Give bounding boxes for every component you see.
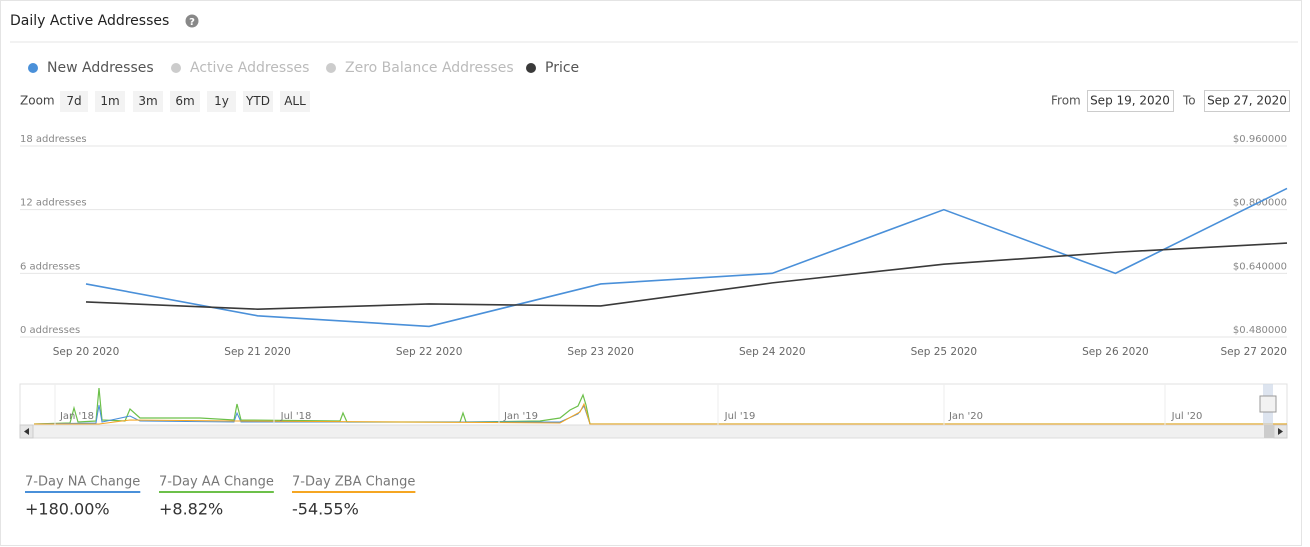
zoom-button-label[interactable]: 6m: [175, 94, 194, 108]
legend-label[interactable]: Price: [545, 60, 579, 76]
zoom-button[interactable]: [280, 91, 310, 112]
navigator-label: Jan '18: [59, 411, 94, 422]
zoom-button-label[interactable]: ALL: [284, 94, 306, 108]
zoom-button-label[interactable]: 3m: [138, 94, 157, 108]
to-label: To: [1182, 94, 1196, 108]
x-tick-label: Sep 22 2020: [396, 346, 463, 358]
zoom-button-label[interactable]: YTD: [245, 94, 270, 108]
legend-marker[interactable]: [171, 63, 181, 73]
legend-marker[interactable]: [526, 63, 536, 73]
stat-value: +180.00%: [25, 500, 110, 519]
zoom-button[interactable]: [170, 91, 200, 112]
y-tick-label: 0 addresses: [20, 325, 80, 336]
y2-tick-label: $0.800000: [1233, 198, 1287, 209]
x-tick-label: Sep 27 2020: [1220, 346, 1287, 358]
zoom-button-label[interactable]: 7d: [66, 94, 81, 108]
legend-label[interactable]: Active Addresses: [190, 60, 309, 76]
y2-tick-label: $0.480000: [1233, 325, 1287, 336]
stat-value: +8.82%: [159, 500, 223, 519]
from-input[interactable]: [1087, 90, 1174, 112]
navigator-label: Jul '19: [724, 411, 756, 422]
stat-label: 7-Day AA Change: [159, 475, 274, 490]
x-tick-label: Sep 23 2020: [567, 346, 634, 358]
zoom-button[interactable]: [60, 91, 88, 112]
help-icon[interactable]: ?: [185, 14, 199, 29]
y-tick-label: 6 addresses: [20, 261, 80, 272]
stat-label: 7-Day NA Change: [25, 475, 140, 490]
stat-label: 7-Day ZBA Change: [292, 475, 415, 490]
zoom-button-label[interactable]: 1m: [100, 94, 119, 108]
to-input[interactable]: [1204, 90, 1290, 112]
from-value[interactable]: Sep 19, 2020: [1090, 94, 1170, 108]
navigator-label: Jul '20: [1171, 411, 1203, 422]
legend-marker[interactable]: [28, 63, 38, 73]
y2-tick-label: $0.640000: [1233, 261, 1287, 272]
to-value[interactable]: Sep 27, 2020: [1207, 94, 1287, 108]
zoom-button[interactable]: [207, 91, 236, 112]
legend-label[interactable]: New Addresses: [47, 60, 154, 76]
zoom-button[interactable]: [243, 91, 273, 112]
y-tick-label: 12 addresses: [20, 198, 87, 209]
navigator-label: Jan '19: [503, 411, 538, 422]
x-tick-label: Sep 20 2020: [53, 346, 120, 358]
navigator-label: Jul '18: [280, 411, 312, 422]
y2-tick-label: $0.960000: [1233, 134, 1287, 145]
legend-marker[interactable]: [326, 63, 336, 73]
legend-label[interactable]: Zero Balance Addresses: [345, 60, 514, 76]
from-label: From: [1051, 94, 1081, 108]
stat-value: -54.55%: [292, 500, 359, 519]
series-line: [85, 187, 1288, 328]
x-tick-label: Sep 26 2020: [1082, 346, 1149, 358]
y-tick-label: 18 addresses: [20, 134, 87, 145]
svg-text:?: ?: [189, 17, 195, 28]
series-line: [85, 242, 1288, 310]
zoom-label: Zoom: [20, 94, 55, 108]
zoom-button[interactable]: [133, 91, 163, 112]
navigator: [19, 383, 1288, 439]
navigator-label: Jan '20: [948, 411, 983, 422]
x-tick-label: Sep 24 2020: [739, 346, 806, 358]
title: Daily Active Addresses: [10, 13, 169, 29]
x-tick-label: Sep 21 2020: [224, 346, 291, 358]
x-tick-label: Sep 25 2020: [911, 346, 978, 358]
zoom-button-label[interactable]: 1y: [214, 94, 229, 108]
zoom-button[interactable]: [95, 91, 125, 112]
